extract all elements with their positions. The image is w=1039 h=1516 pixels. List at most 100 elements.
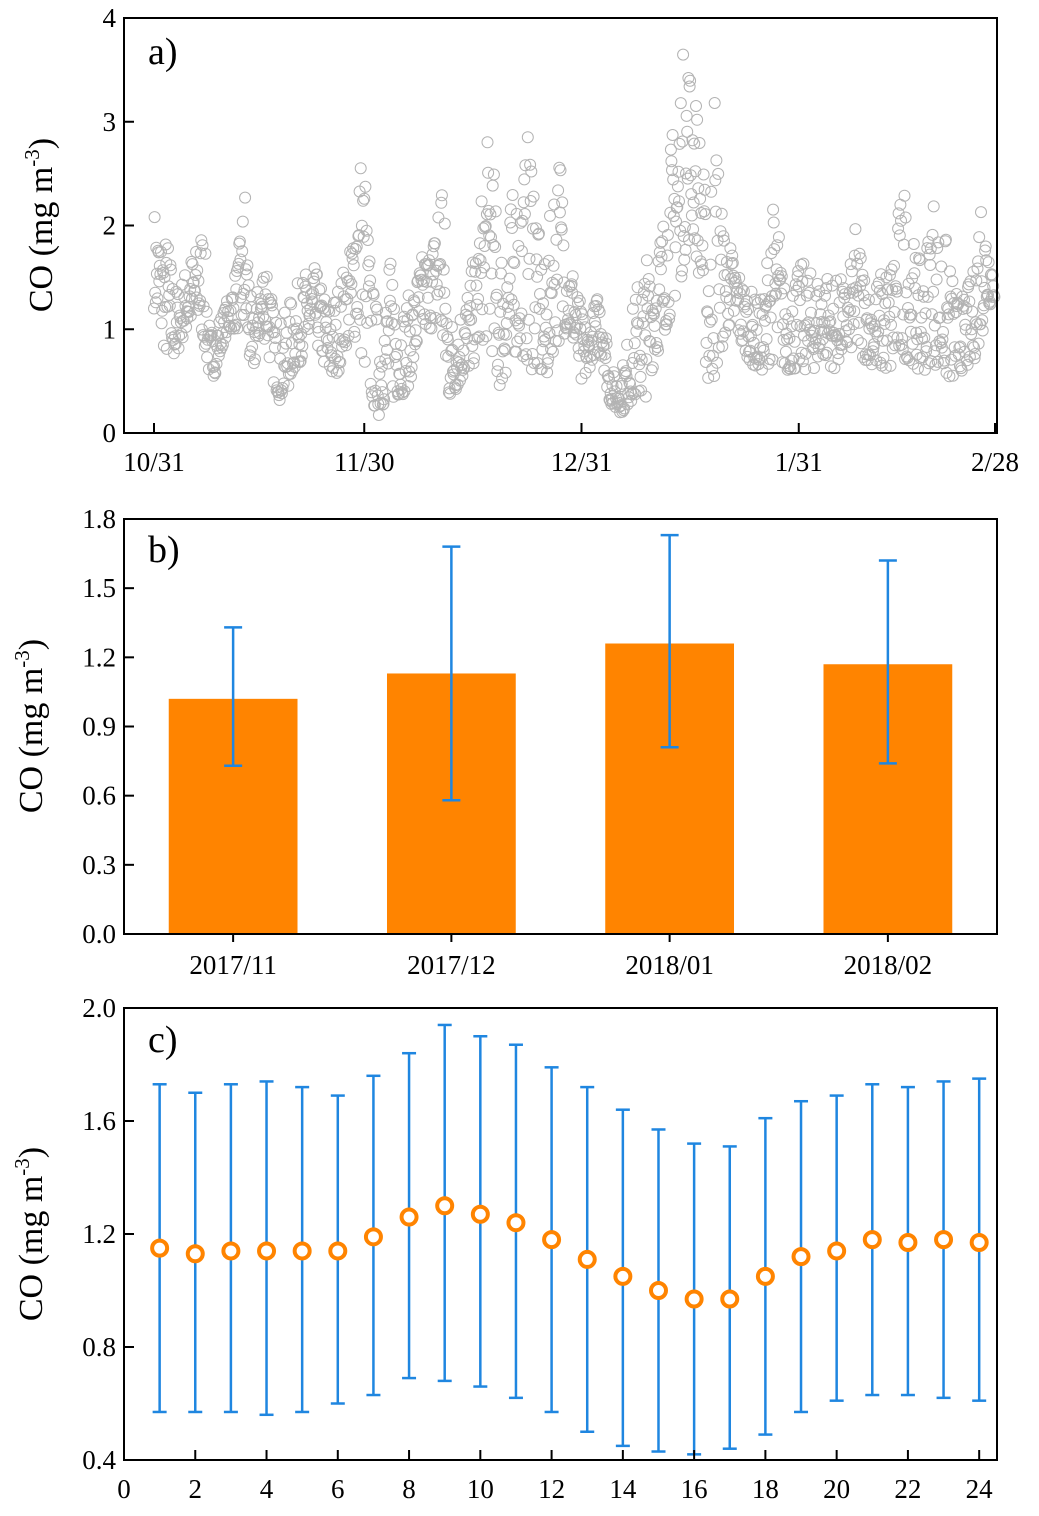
panel-a-data-point [407,351,420,364]
panel-a-data-point [938,346,951,359]
panel-a-data-point [406,308,419,321]
panel-a-data-point [849,223,862,236]
panel-a-data-point [588,315,601,328]
panel-c-x-tick-label: 6 [331,1474,345,1504]
panel-a-data-point [944,290,957,303]
panel-a-data-point [979,240,992,253]
panel-a-data-point [761,257,774,270]
panel-a-data-point [567,331,580,344]
panel-a-data-point [772,231,785,244]
panel-a-data-point [566,270,579,283]
panel-a-data-point [796,355,809,368]
panel-a-data-point [308,262,321,275]
panel-a-data-point [351,301,364,313]
panel-a-data-point [426,248,439,261]
panel-a-data-point [334,356,347,369]
panel-a-data-point [847,318,860,331]
panel-a-data-point [610,380,623,393]
panel-a-y-tick-label: 1 [103,314,117,344]
panel-a-data-point [885,318,897,331]
panel-a-data-point [927,285,940,298]
panel-a-data-point [931,242,944,254]
panel-a-data-point [337,290,350,303]
panel-a-data-point [676,264,688,277]
panel-a-data-point [673,137,686,150]
panel-a-data-point [373,367,386,380]
panel-a-data-point [284,296,297,309]
panel-a-data-point [537,297,549,310]
panel-c-data-point [577,1249,597,1269]
panel-c-data-point [720,1289,740,1309]
panel-a-data-point [518,173,531,186]
panel-a-data-point [606,379,619,392]
panel-a-data-point [375,360,388,373]
panel-a-data-point [437,263,450,276]
panel-a-data-point [549,334,562,347]
panel-a-data-point [389,351,402,363]
panel-a-data-point [940,366,953,379]
panel-a-data-point [775,270,788,283]
panel-c-x-tick-label: 4 [260,1474,274,1504]
panel-a-data-point [565,278,578,291]
panel-a-data-point [952,348,965,361]
panel-a-data-point [148,211,161,224]
panel-a-data-point [671,201,684,214]
panel-a-data-point [674,97,687,110]
panel-a-data-point [510,345,523,358]
panel-a-data-point [786,305,799,318]
panel-a-data-point [467,357,480,370]
panel-b-y-tick-label: 0.9 [82,712,116,742]
panel-a-data-point [597,340,610,353]
panel-a-data-point [186,258,199,271]
panel-a-data-point [815,298,828,311]
panel-a-data-point [907,238,920,250]
panel-a-data-point [151,292,164,305]
panel-c-data-point [898,1232,918,1252]
panel-a-data-point [927,200,940,213]
panel-a-data-point [360,224,373,237]
panel-a-data-point [507,298,520,311]
panel-a-data-point [506,189,519,201]
panel-a-data-point [822,309,835,322]
panel-a-data-point [567,326,580,339]
panel-a-data-point [431,260,444,272]
panel-a-data-point [688,232,701,245]
panel-a-data-point [513,319,525,332]
panel-c-data-point [399,1207,419,1227]
panel-a-data-point [367,288,380,301]
panel-a-data-point [771,239,784,252]
panel-a-data-point [785,354,798,367]
panel-a-data-point [932,236,945,249]
panel-a-data-point [681,125,694,138]
panel-a-data-point [778,282,791,295]
panel-a-data-point [547,259,560,272]
panel-a-data-point [550,233,563,246]
panel-a-data-point [313,284,326,296]
panel-a-data-point [695,207,708,219]
panel-a-data-point [187,276,200,289]
panel-a-data-point [295,349,308,362]
panel-a-data-point [671,180,684,193]
panel-a-data-point [652,344,664,357]
panel-a-data-point [322,303,334,316]
panel-b-x-tick-label: 2018/02 [844,950,933,980]
panel-a-data-point [251,286,264,299]
panel-a-data-point [518,208,531,220]
panel-a-data-point [634,370,647,383]
panel-a-data-point [315,282,327,295]
panel-a-data-point [984,298,997,311]
panel-a-data-point [819,349,832,362]
panel-a-data-point [212,349,225,362]
panel-a-data-point [646,361,659,374]
panel-a-data-point [260,270,273,283]
panel-a-data-point [404,344,417,357]
panel-a-data-point [553,206,566,219]
panel-a-data-point [970,274,983,287]
panel-a-data-point [898,189,911,202]
panel-a-data-point [331,350,344,363]
panel-a-data-point [761,274,774,287]
panel-a-data-point [766,353,779,366]
panel-c-data-point [363,1227,383,1247]
panel-a-data-point [899,211,912,224]
panel-a-data-point [193,299,206,312]
